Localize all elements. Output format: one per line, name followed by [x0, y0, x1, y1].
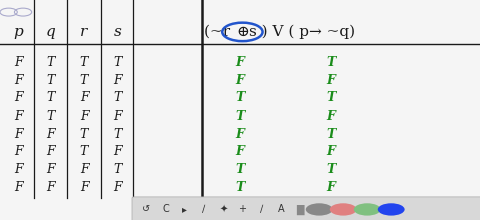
Text: A: A [277, 204, 284, 214]
Text: F: F [46, 180, 55, 194]
Text: F: F [327, 145, 336, 158]
Text: T: T [235, 110, 245, 123]
Text: ↺: ↺ [143, 204, 150, 214]
Text: F: F [236, 74, 244, 87]
Text: T: T [113, 91, 122, 104]
Circle shape [378, 203, 405, 216]
Text: T: T [113, 128, 122, 141]
Text: F: F [236, 145, 244, 158]
Text: F: F [14, 180, 23, 194]
Text: F: F [14, 56, 23, 69]
Text: T: T [326, 91, 336, 104]
Text: T: T [326, 128, 336, 141]
Text: F: F [113, 110, 122, 123]
Text: T: T [113, 56, 122, 69]
Text: F: F [46, 145, 55, 158]
Text: F: F [113, 180, 122, 194]
Text: F: F [113, 145, 122, 158]
Text: T: T [46, 56, 55, 69]
Text: T: T [80, 145, 88, 158]
Text: T: T [326, 56, 336, 69]
Text: s ) V ( p→ ~q): s ) V ( p→ ~q) [249, 25, 355, 39]
Text: ▸: ▸ [182, 204, 187, 214]
Circle shape [330, 203, 357, 216]
Circle shape [306, 203, 333, 216]
Text: T: T [235, 180, 245, 194]
Text: F: F [236, 56, 244, 69]
Text: T: T [46, 74, 55, 87]
Text: ∕: ∕ [203, 204, 205, 214]
Text: T: T [326, 163, 336, 176]
Text: p: p [13, 25, 23, 39]
Text: F: F [327, 110, 336, 123]
Text: C: C [162, 204, 169, 214]
Text: T: T [80, 74, 88, 87]
Text: F: F [80, 163, 88, 176]
Text: █: █ [296, 204, 304, 214]
Text: F: F [14, 91, 23, 104]
Text: F: F [46, 128, 55, 141]
Text: F: F [46, 163, 55, 176]
Text: T: T [46, 91, 55, 104]
Text: F: F [236, 128, 244, 141]
Text: T: T [113, 163, 122, 176]
Text: q: q [46, 25, 55, 39]
Text: T: T [80, 56, 88, 69]
Text: F: F [80, 110, 88, 123]
Text: F: F [80, 180, 88, 194]
Text: ⊕: ⊕ [236, 25, 249, 39]
Text: ✦: ✦ [219, 204, 227, 214]
Text: F: F [14, 74, 23, 87]
Text: s: s [114, 25, 121, 39]
Text: F: F [14, 110, 23, 123]
Text: T: T [235, 91, 245, 104]
Text: T: T [235, 163, 245, 176]
Text: T: T [46, 110, 55, 123]
Text: F: F [14, 145, 23, 158]
Text: F: F [14, 163, 23, 176]
Text: ∕: ∕ [260, 204, 263, 214]
Text: T: T [80, 128, 88, 141]
Text: F: F [327, 74, 336, 87]
Circle shape [354, 203, 381, 216]
Text: F: F [113, 74, 122, 87]
FancyBboxPatch shape [132, 197, 480, 220]
Text: (~r: (~r [204, 25, 235, 39]
Text: +: + [239, 204, 246, 214]
Text: F: F [80, 91, 88, 104]
Text: F: F [14, 128, 23, 141]
Text: F: F [327, 180, 336, 194]
Text: r: r [80, 25, 88, 39]
